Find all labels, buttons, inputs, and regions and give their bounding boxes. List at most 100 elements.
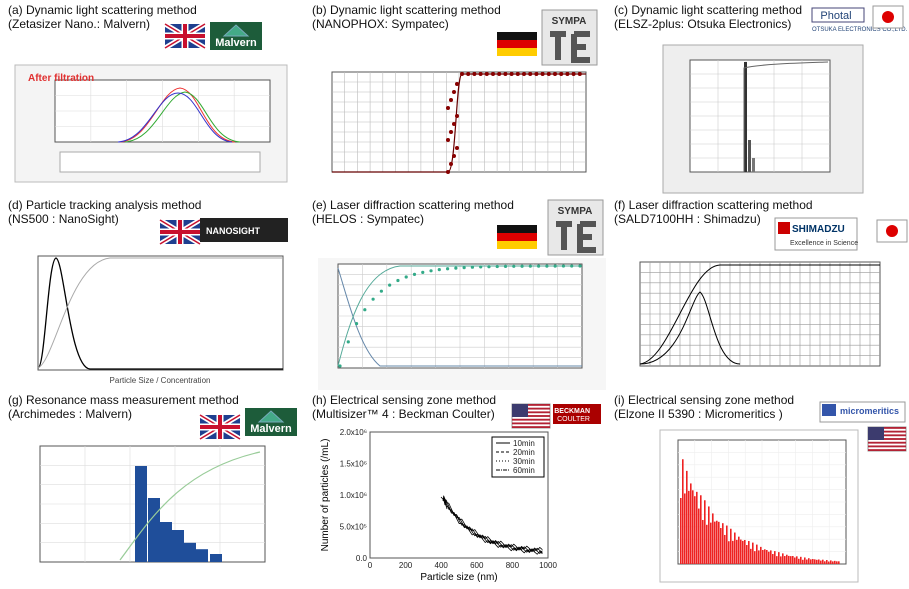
bar-image	[808, 558, 810, 564]
chart-annotation: After filtration	[28, 73, 94, 84]
bar-image	[806, 559, 808, 564]
bar-image	[746, 545, 748, 564]
flag-part	[512, 418, 550, 421]
bar-image	[738, 536, 740, 564]
bar-image	[710, 522, 712, 564]
bar-image	[770, 550, 772, 564]
point-image	[522, 72, 526, 76]
bar-image	[728, 541, 730, 564]
bar-image	[744, 539, 746, 564]
bar-image	[210, 554, 222, 562]
point-image	[540, 72, 545, 76]
bar-image	[788, 555, 790, 564]
point-image	[571, 72, 576, 76]
bar-image	[800, 556, 802, 564]
bar-image	[774, 551, 776, 564]
bar-image	[702, 519, 704, 564]
bar-image	[704, 500, 706, 564]
caption: (c) Dynamic light scattering method	[614, 3, 802, 17]
flag-part	[512, 426, 550, 428]
flag-part	[868, 434, 906, 437]
caption: (SALD7100HH : Shimadzu)	[614, 212, 761, 226]
bar-image	[740, 539, 742, 564]
flag-part	[868, 430, 906, 433]
bar-image	[792, 556, 794, 564]
point-image	[379, 289, 383, 293]
bar-image	[694, 496, 696, 564]
bar-image	[172, 530, 184, 562]
bar-image	[768, 551, 770, 564]
point-image	[537, 264, 541, 268]
logo-mark	[257, 410, 285, 423]
curve	[743, 61, 829, 172]
tick-label: 0.0	[356, 554, 368, 563]
point-image	[503, 264, 508, 269]
caption: (Archimedes : Malvern)	[8, 407, 132, 421]
logo-mark	[822, 404, 836, 416]
flag-part	[512, 415, 550, 417]
logo-box	[553, 404, 601, 424]
point-image	[578, 264, 582, 268]
point-image	[528, 264, 532, 268]
legend-label: 20min	[513, 448, 535, 457]
logo-mark	[550, 31, 590, 63]
curve	[119, 451, 261, 561]
bar-image	[802, 559, 804, 564]
bar-image	[698, 508, 700, 564]
bar-image	[758, 550, 760, 564]
bar-image	[744, 62, 747, 172]
bar-image	[766, 549, 768, 564]
bar-image	[692, 490, 694, 564]
bar-image	[148, 498, 160, 562]
bar-image	[812, 559, 814, 564]
bar-image	[726, 525, 728, 564]
legend-box	[491, 436, 545, 478]
point-image	[570, 264, 574, 268]
point-image	[515, 72, 520, 76]
flag-part	[868, 427, 884, 440]
bar-image	[752, 542, 754, 564]
point-image	[446, 106, 450, 110]
logo-text: BECKMAN	[554, 408, 590, 415]
logo-text: SYMPA	[558, 206, 593, 217]
bar-image	[748, 140, 751, 172]
bar-image	[682, 459, 684, 564]
flag-de	[497, 233, 537, 241]
bar-image	[762, 549, 764, 564]
bar-image	[750, 548, 752, 564]
caption: (Zetasizer Nano.: Malvern)	[8, 17, 150, 31]
logo-text: SYMPA	[552, 16, 587, 27]
point-image	[528, 72, 533, 76]
point-image	[455, 114, 459, 118]
bar-image	[826, 560, 828, 564]
flag-de	[497, 225, 537, 233]
bar-image	[818, 559, 820, 564]
tick-label: 1.0x10⁶	[340, 491, 367, 500]
point-image	[553, 72, 557, 76]
bar-image	[684, 493, 686, 564]
bar-image	[718, 521, 720, 564]
point-image	[429, 269, 433, 273]
caption: (NS500 : NanoSight)	[8, 212, 119, 226]
point-image	[445, 267, 450, 271]
flag-part	[868, 438, 906, 440]
logo-box	[547, 199, 604, 256]
point-image	[509, 72, 514, 76]
bar-image	[712, 513, 714, 564]
point-image	[404, 275, 408, 279]
bar-image	[700, 495, 702, 564]
point-image	[495, 264, 499, 269]
point-image	[446, 170, 450, 174]
logo-text: Malvern	[215, 37, 257, 49]
axis-label: Number of particles (/mL)	[320, 439, 331, 552]
point-image	[354, 321, 359, 326]
point-image	[478, 72, 483, 76]
point-image	[466, 72, 471, 76]
tick-label: 0	[368, 561, 373, 570]
bar-image	[776, 556, 778, 564]
bar-image	[760, 546, 762, 564]
point-image	[553, 264, 557, 268]
bar-image	[796, 556, 798, 564]
bar-image	[196, 549, 208, 562]
